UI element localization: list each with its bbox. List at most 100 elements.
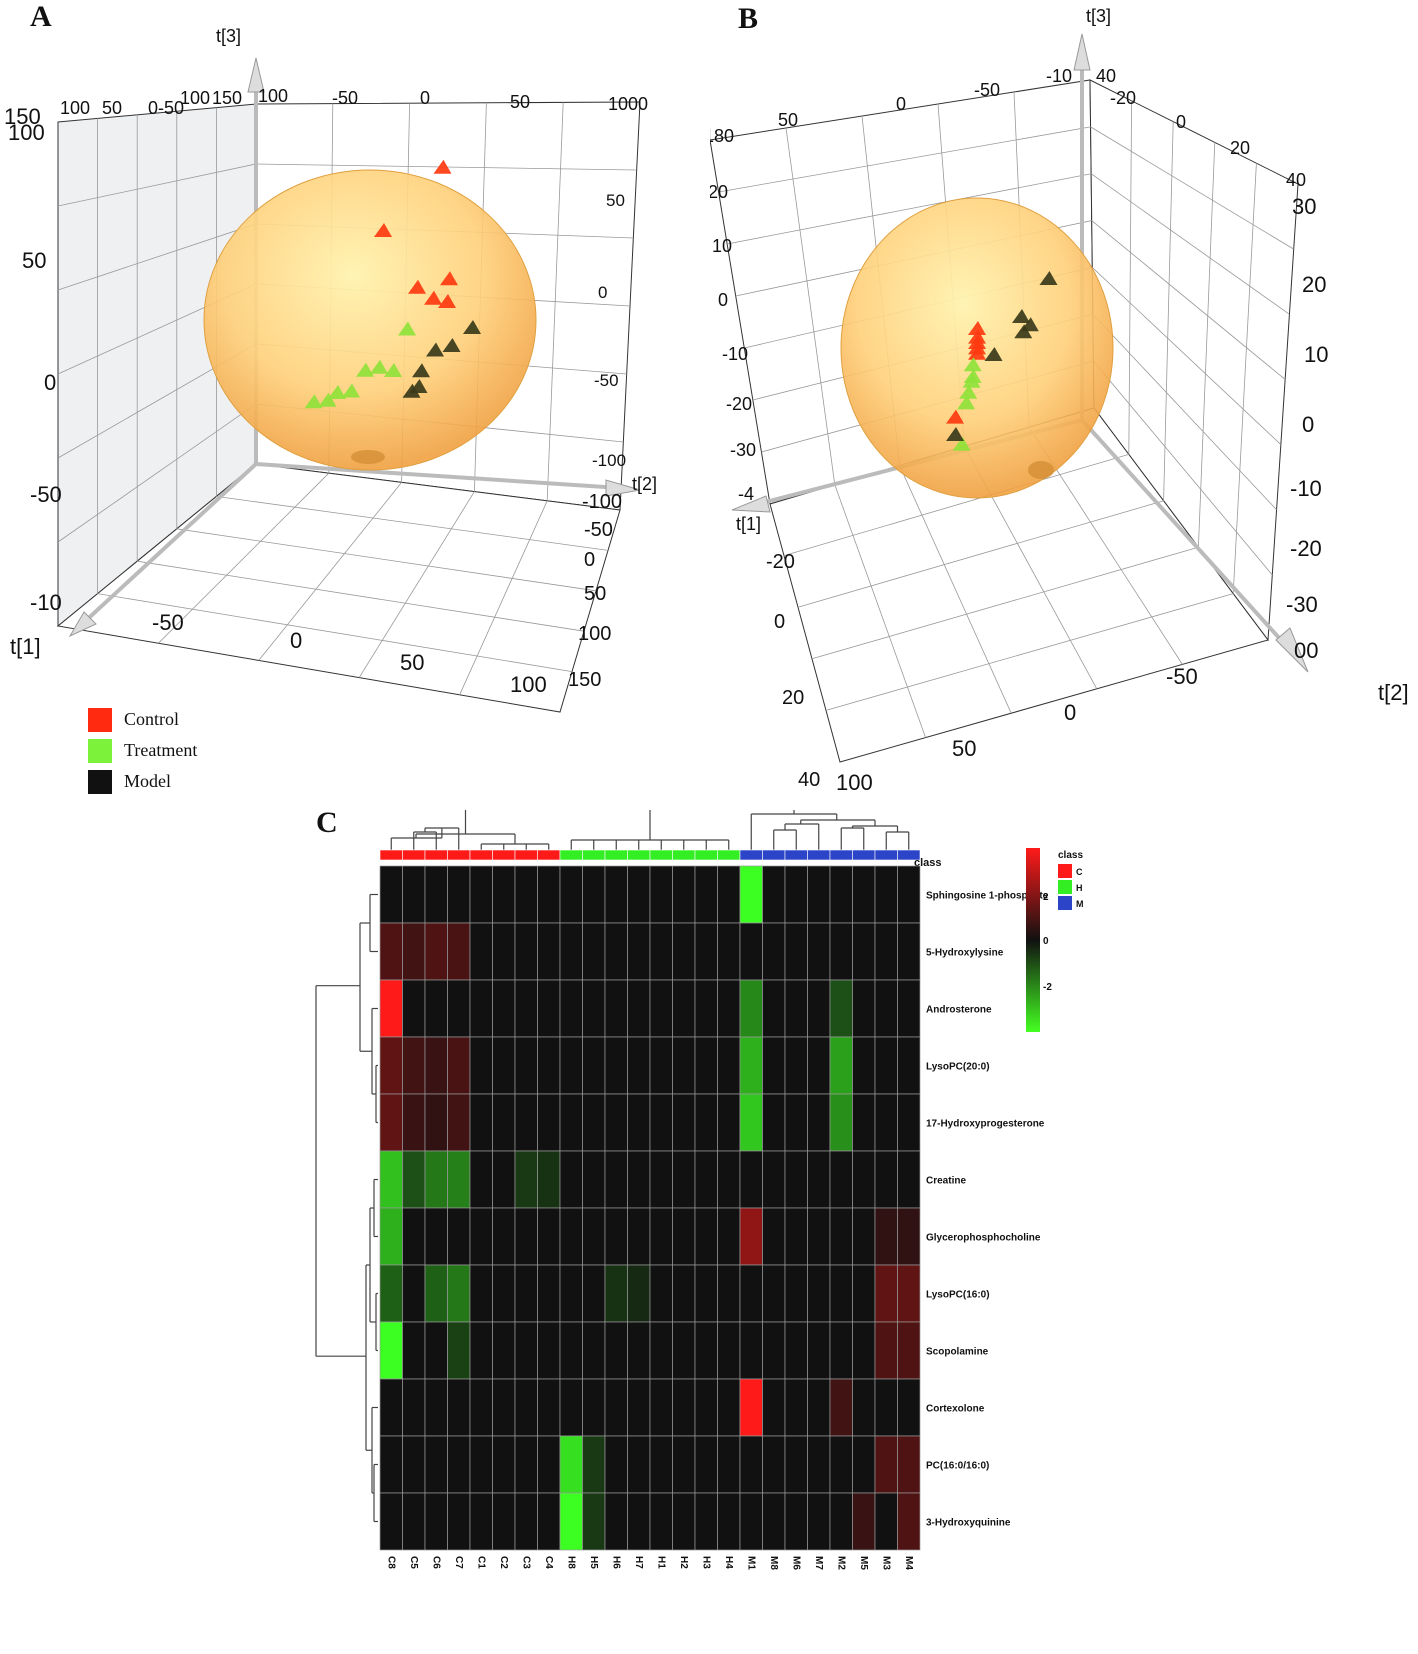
heatmap-cell bbox=[694, 1435, 718, 1494]
panel-b-top-tick-label: 0 bbox=[896, 94, 906, 114]
grid-line bbox=[258, 482, 402, 661]
panel-b-top-tick-label: -10 bbox=[1046, 66, 1072, 86]
heatmap-cell bbox=[424, 1150, 448, 1209]
class-bar-cell bbox=[447, 849, 471, 861]
heatmap-cell bbox=[852, 979, 876, 1038]
panel-b-t2-axis bbox=[1080, 418, 1292, 652]
heatmap-cell bbox=[784, 922, 808, 981]
column-label: C1 bbox=[475, 1556, 486, 1569]
heatmap-cell bbox=[379, 865, 403, 924]
heatmap-cell bbox=[582, 1150, 606, 1209]
heatmap-cell bbox=[852, 1036, 876, 1095]
heatmap-cell bbox=[874, 1321, 898, 1380]
grid-line bbox=[797, 500, 1164, 608]
heatmap-cell bbox=[537, 1036, 561, 1095]
heatmap-cell bbox=[672, 1492, 696, 1551]
panel-a-right-tick-label: 150 bbox=[568, 669, 601, 691]
heatmap-cell bbox=[874, 979, 898, 1038]
heatmap-cell bbox=[694, 1321, 718, 1380]
heatmap-cell bbox=[784, 1492, 808, 1551]
heatmap-cell bbox=[424, 1036, 448, 1095]
grid-line bbox=[1092, 314, 1277, 510]
panel-a-top-tick-label: -50 bbox=[332, 88, 358, 108]
panel-c-heatmap: class Sphingosine 1-phosphate 5-Hydroxyly… bbox=[315, 810, 1084, 1570]
heatmap-cell bbox=[852, 922, 876, 981]
panel-a-point-control bbox=[424, 290, 442, 305]
column-label: M8 bbox=[768, 1556, 779, 1570]
heatmap-cell bbox=[402, 1207, 426, 1266]
heatmap-cell bbox=[402, 922, 426, 981]
panel-a-t2-arrow bbox=[605, 479, 641, 497]
row-label: 3-Hydroxyquinine bbox=[926, 1518, 1011, 1529]
heatmap-cell bbox=[604, 865, 628, 924]
heatmap-cell bbox=[784, 1036, 808, 1095]
heatmap-cell bbox=[604, 1207, 628, 1266]
heatmap-cell bbox=[784, 1264, 808, 1323]
heatmap-cell bbox=[717, 1378, 741, 1437]
panel-b-x-label: t[1] bbox=[736, 514, 761, 534]
panel-b-letter: B bbox=[738, 2, 759, 35]
heatmap-cell bbox=[469, 1093, 493, 1152]
class-legend: CHM bbox=[1058, 864, 1084, 910]
grid-line bbox=[825, 593, 1234, 711]
heatmap-cell bbox=[447, 1378, 471, 1437]
heatmap-cell bbox=[492, 1321, 516, 1380]
heatmap-cell bbox=[807, 1036, 831, 1095]
heatmap-cell bbox=[469, 1378, 493, 1437]
panel-b-left-tick-label: -10 bbox=[722, 344, 748, 364]
panel-b-point-treatment bbox=[959, 384, 978, 399]
panel-b-tick-labels: 500-50-1040-200204018020100-10-20-30-430… bbox=[710, 66, 1328, 790]
color-scale-tick: 2 bbox=[1043, 892, 1049, 903]
heatmap-cell bbox=[717, 865, 741, 924]
column-label: H1 bbox=[655, 1556, 666, 1569]
panel-a-point-treatment bbox=[370, 359, 388, 374]
panel-a-point-model bbox=[463, 320, 481, 334]
panel-a-right-tick-label: -50 bbox=[584, 519, 613, 541]
heatmap-cell bbox=[762, 1492, 786, 1551]
heatmap-cell bbox=[402, 865, 426, 924]
heatmap-cell bbox=[717, 979, 741, 1038]
heatmap-cell bbox=[897, 922, 921, 981]
heatmap-cell bbox=[379, 1207, 403, 1266]
heatmap-cell bbox=[447, 1492, 471, 1551]
class-bar-cell bbox=[897, 849, 921, 861]
heatmap-cell bbox=[672, 1207, 696, 1266]
heatmap-cell bbox=[897, 1150, 921, 1209]
legend-swatch-treatment bbox=[88, 738, 112, 763]
heatmap-cell bbox=[829, 1492, 853, 1551]
heatmap-cell bbox=[852, 1264, 876, 1323]
heatmap-cell bbox=[582, 1036, 606, 1095]
heatmap-cell bbox=[829, 1036, 853, 1095]
heatmap-cell bbox=[514, 979, 538, 1038]
heatmap-cell bbox=[492, 1264, 516, 1323]
heatmap-cell bbox=[807, 1378, 831, 1437]
heatmap-cell bbox=[694, 1207, 718, 1266]
panel-b-point-model bbox=[1012, 309, 1030, 323]
heatmap-cell bbox=[829, 1321, 853, 1380]
heatmap-cell bbox=[784, 979, 808, 1038]
heatmap-cell bbox=[649, 1150, 673, 1209]
class-bar-cell bbox=[492, 849, 516, 861]
grid-line bbox=[811, 546, 1199, 660]
heatmap-cell bbox=[739, 865, 763, 924]
panel-a-point-treatment bbox=[328, 385, 346, 399]
heatmap-cell bbox=[402, 1036, 426, 1095]
panel-a-point-model bbox=[442, 338, 461, 352]
heatmap-cell bbox=[469, 865, 493, 924]
heatmap-cell bbox=[402, 1321, 426, 1380]
heatmap-cell bbox=[537, 1321, 561, 1380]
heatmap-cell bbox=[874, 865, 898, 924]
row-label: PC(16:0/16:0) bbox=[926, 1461, 989, 1472]
heatmap-cell bbox=[694, 1264, 718, 1323]
heatmap-cell bbox=[852, 1150, 876, 1209]
heatmap-cell bbox=[717, 1207, 741, 1266]
heatmap-cell bbox=[829, 979, 853, 1038]
panel-a-confidence-ellipsoid bbox=[203, 169, 537, 471]
grid-line bbox=[834, 484, 926, 738]
class-bar-cell bbox=[537, 849, 561, 861]
grid-line bbox=[459, 500, 548, 695]
panel-a-top-tick-label: 50 bbox=[102, 98, 122, 118]
panel-b-left-tick-label: 10 bbox=[712, 236, 732, 256]
heatmap-cell bbox=[582, 979, 606, 1038]
panel-b-top-tick-label: 50 bbox=[778, 110, 798, 130]
